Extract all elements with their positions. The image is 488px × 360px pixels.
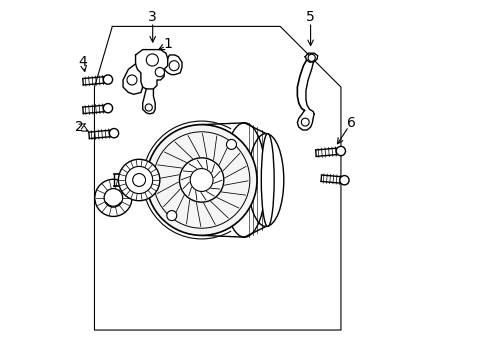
Circle shape — [145, 104, 152, 111]
Text: 4: 4 — [79, 55, 87, 69]
Circle shape — [301, 118, 308, 126]
Circle shape — [166, 211, 177, 221]
Ellipse shape — [261, 134, 274, 226]
Circle shape — [127, 75, 137, 85]
Circle shape — [336, 147, 345, 156]
Circle shape — [169, 61, 179, 71]
Circle shape — [226, 139, 236, 149]
Text: 5: 5 — [305, 10, 314, 24]
Circle shape — [109, 129, 119, 138]
Circle shape — [95, 179, 132, 216]
Text: 3: 3 — [148, 10, 157, 24]
Circle shape — [146, 125, 257, 235]
Circle shape — [339, 176, 348, 185]
Text: 1: 1 — [163, 37, 172, 51]
Circle shape — [104, 189, 122, 207]
Circle shape — [307, 54, 315, 62]
Text: 2: 2 — [75, 120, 83, 134]
Circle shape — [155, 67, 164, 77]
Circle shape — [118, 159, 160, 201]
Circle shape — [125, 166, 152, 194]
Text: 6: 6 — [346, 116, 355, 130]
Circle shape — [103, 75, 112, 84]
Circle shape — [103, 104, 112, 113]
Circle shape — [146, 54, 158, 66]
Circle shape — [179, 158, 224, 202]
